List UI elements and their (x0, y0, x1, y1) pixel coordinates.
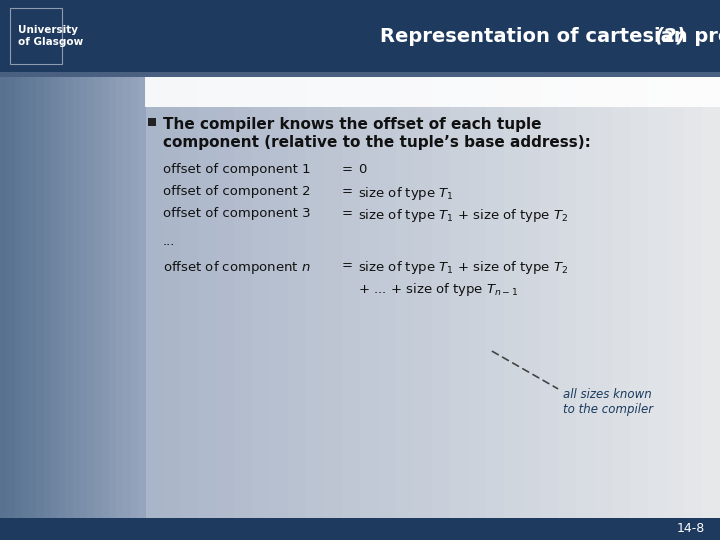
Text: University
of Glasgow: University of Glasgow (18, 25, 84, 47)
Bar (10, 8, 62, 64)
Text: Representation of cartesian products: Representation of cartesian products (380, 26, 720, 45)
Bar (109, 77, 117, 518)
Bar (116, 77, 125, 518)
Bar (522, 77, 541, 518)
Text: =: = (342, 163, 353, 176)
Bar (594, 77, 613, 518)
Bar (414, 77, 433, 518)
Bar (450, 77, 469, 518)
Bar (504, 77, 523, 518)
Bar (180, 77, 199, 518)
Bar (58, 77, 66, 518)
Bar (270, 77, 289, 518)
Bar (630, 77, 649, 518)
Bar (0, 72, 720, 77)
Text: 14-8: 14-8 (677, 523, 705, 536)
Bar (468, 77, 487, 518)
Bar (80, 77, 88, 518)
Text: =: = (342, 207, 353, 220)
Bar (150, 77, 720, 79)
Bar (14, 77, 23, 518)
Bar (123, 77, 132, 518)
Bar (87, 77, 95, 518)
Bar (684, 77, 703, 518)
Bar (360, 77, 379, 518)
Text: offset of component 1: offset of component 1 (163, 163, 310, 176)
Bar (486, 77, 505, 518)
Bar (198, 77, 217, 518)
Bar (666, 77, 685, 518)
Text: offset of component $n$: offset of component $n$ (163, 259, 310, 276)
Text: =: = (342, 259, 353, 272)
Bar (342, 77, 361, 518)
Bar (138, 77, 146, 518)
Bar (0, 77, 8, 518)
Bar (22, 77, 30, 518)
Text: size of type $T_1$ + size of type $T_2$: size of type $T_1$ + size of type $T_2$ (358, 259, 568, 276)
Text: offset of component 2: offset of component 2 (163, 185, 310, 198)
Bar (324, 77, 343, 518)
Bar (576, 77, 595, 518)
Bar (102, 77, 109, 518)
Bar (252, 77, 271, 518)
Bar (94, 77, 102, 518)
Bar (306, 77, 325, 518)
Bar (7, 77, 16, 518)
Text: 0: 0 (358, 163, 366, 176)
Text: + ... + size of type $T_{n-1}$: + ... + size of type $T_{n-1}$ (358, 281, 518, 298)
Bar (234, 77, 253, 518)
Text: size of type $T_1$ + size of type $T_2$: size of type $T_1$ + size of type $T_2$ (358, 207, 568, 224)
Bar (18, 77, 37, 518)
Bar (432, 77, 451, 518)
Text: The compiler knows the offset of each tuple: The compiler knows the offset of each tu… (163, 117, 541, 132)
Bar (54, 77, 73, 518)
Bar (702, 77, 720, 518)
Bar (145, 77, 720, 107)
Bar (50, 77, 59, 518)
Bar (36, 77, 55, 518)
Text: all sizes known
to the compiler: all sizes known to the compiler (563, 388, 653, 416)
Text: (2): (2) (655, 26, 686, 45)
Text: offset of component 3: offset of component 3 (163, 207, 310, 220)
Bar (36, 77, 45, 518)
Bar (126, 77, 145, 518)
Bar (144, 77, 163, 518)
Bar (29, 77, 37, 518)
Text: size of type $T_1$: size of type $T_1$ (358, 185, 454, 202)
Bar (72, 77, 91, 518)
Text: component (relative to the tuple’s base address):: component (relative to the tuple’s base … (163, 135, 591, 150)
Bar (162, 77, 181, 518)
Bar (612, 77, 631, 518)
Bar (43, 77, 52, 518)
Bar (558, 77, 577, 518)
Bar (540, 77, 559, 518)
Bar (130, 77, 139, 518)
Bar (73, 77, 81, 518)
Bar (90, 77, 109, 518)
Bar (396, 77, 415, 518)
Bar (288, 77, 307, 518)
Text: ...: ... (163, 235, 176, 248)
Bar (66, 77, 73, 518)
Bar (0, 518, 720, 540)
Bar (108, 77, 127, 518)
Text: =: = (342, 185, 353, 198)
Bar (216, 77, 235, 518)
Bar (378, 77, 397, 518)
Bar (648, 77, 667, 518)
Bar (148, 118, 156, 126)
Bar (0, 77, 19, 518)
Bar (0, 0, 720, 72)
